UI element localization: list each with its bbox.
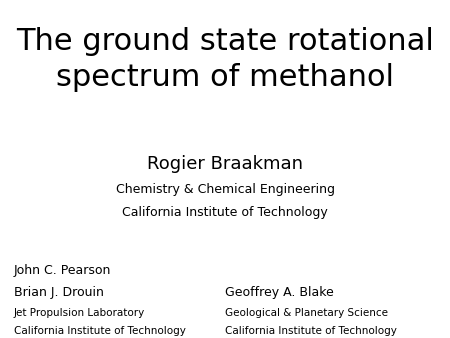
Text: Chemistry & Chemical Engineering: Chemistry & Chemical Engineering [116,183,334,195]
Text: Brian J. Drouin: Brian J. Drouin [14,286,104,298]
Text: California Institute of Technology: California Institute of Technology [225,326,397,336]
Text: California Institute of Technology: California Institute of Technology [14,326,185,336]
Text: California Institute of Technology: California Institute of Technology [122,206,328,219]
Text: Jet Propulsion Laboratory: Jet Propulsion Laboratory [14,308,145,318]
Text: Rogier Braakman: Rogier Braakman [147,155,303,173]
Text: Geoffrey A. Blake: Geoffrey A. Blake [225,286,334,298]
Text: Geological & Planetary Science: Geological & Planetary Science [225,308,388,318]
Text: John C. Pearson: John C. Pearson [14,264,111,276]
Text: The ground state rotational
spectrum of methanol: The ground state rotational spectrum of … [16,27,434,92]
